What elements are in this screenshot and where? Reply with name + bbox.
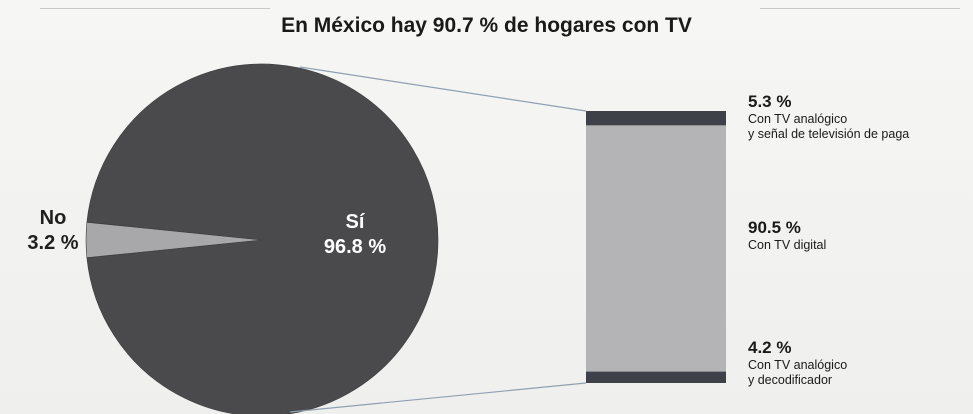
- bar-label-middle: 90.5 % Con TV digital: [748, 218, 826, 253]
- connector-line-bottom: [289, 382, 587, 413]
- bar-segment-analog-paid: [586, 111, 726, 126]
- pie-label-no-name: No: [39, 207, 67, 229]
- top-rule-right: [760, 8, 960, 9]
- pie-slice-si: [86, 63, 439, 414]
- bar-segment-digital: [586, 125, 726, 372]
- bar-label-top: 5.3 % Con TV analógico y señal de televi…: [748, 92, 909, 142]
- bar-label-bottom-desc-2: y decodificador: [748, 373, 833, 387]
- connector-line-top: [299, 66, 587, 112]
- chart-title: En México hay 90.7 % de hogares con TV: [281, 14, 692, 37]
- bar-label-middle-value: 90.5 %: [748, 218, 801, 237]
- pie-label-no: No 3.2 %: [18, 206, 88, 256]
- pie-label-no-value: 3.2 %: [27, 232, 79, 254]
- pie-label-si: Sí 96.8 %: [300, 210, 410, 260]
- pie-label-si-name: Sí: [345, 211, 365, 233]
- bar-label-bottom-value: 4.2 %: [748, 338, 792, 357]
- bar-segment-analog-decoder: [586, 371, 726, 383]
- bar-label-bottom: 4.2 % Con TV analógico y decodificador: [748, 338, 847, 388]
- bar-label-middle-desc-1: Con TV digital: [748, 238, 827, 252]
- pie-slice-no: [85, 222, 263, 258]
- bar-label-top-desc-2: y señal de televisión de paga: [748, 127, 910, 141]
- top-rule-left: [40, 8, 270, 9]
- pie-chart: [85, 63, 439, 414]
- bar-label-top-desc-1: Con TV analógico: [748, 112, 848, 126]
- connector-lines: [289, 66, 587, 413]
- bar-label-top-value: 5.3 %: [748, 92, 792, 111]
- bar-label-bottom-desc-1: Con TV analógico: [748, 358, 848, 372]
- pie-label-si-value: 96.8 %: [323, 236, 387, 258]
- stacked-bar: [586, 111, 726, 383]
